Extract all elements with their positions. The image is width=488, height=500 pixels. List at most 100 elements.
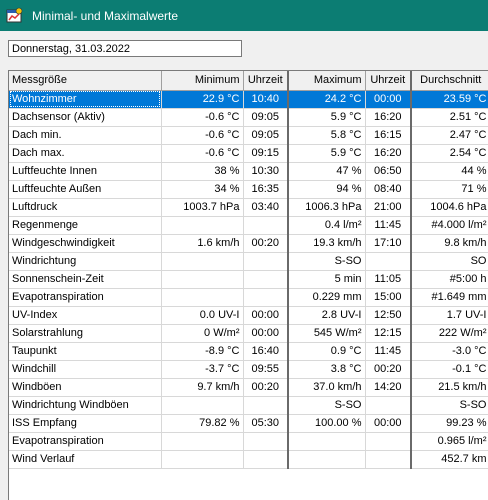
cell-max-time: 12:50 [365, 306, 412, 325]
table-row[interactable]: Sonnenschein-Zeit 5 min 11:05 #5:00 h [9, 270, 488, 289]
cell-maximum [288, 432, 366, 451]
table-row[interactable]: Windrichtung S-SO SO [9, 252, 488, 271]
table-row[interactable]: Windrichtung Windböen S-SO S-SO [9, 396, 488, 415]
cell-messgroesse: Dach min. [9, 126, 162, 145]
cell-durchschnitt: -0.1 °C [411, 360, 488, 379]
column-header-min-time[interactable]: Uhrzeit [243, 71, 289, 91]
cell-max-time: 16:15 [365, 126, 412, 145]
cell-min-time [243, 450, 289, 469]
table-row[interactable]: ISS Empfang 79.82 % 05:30 100.00 % 00:00 99.2… [9, 414, 488, 433]
cell-messgroesse: Windrichtung Windböen [9, 396, 162, 415]
table-row[interactable]: Evapotranspiration 0.965 l/m² [9, 432, 488, 451]
cell-durchschnitt: 1004.6 hPa [411, 198, 488, 217]
table-row[interactable]: Windgeschwindigkeit 1.6 km/h 00:20 19.3 km/… [9, 234, 488, 253]
cell-maximum: 94 % [288, 180, 366, 199]
cell-max-time: 15:00 [365, 288, 412, 307]
cell-messgroesse: Luftfeuchte Innen [9, 162, 162, 181]
table-row[interactable]: Dach min. -0.6 °C 09:05 5.8 °C 16:15 2.47 °C [9, 126, 488, 145]
cell-min-time: 09:55 [243, 360, 289, 379]
cell-durchschnitt: 2.51 °C [411, 108, 488, 127]
cell-max-time: 00:00 [365, 414, 412, 433]
cell-maximum: 5.9 °C [288, 144, 366, 163]
window-title: Minimal- und Maximalwerte [32, 8, 179, 23]
cell-max-time: 17:10 [365, 234, 412, 253]
cell-minimum: 1.6 km/h [161, 234, 244, 253]
cell-messgroesse: Evapotranspiration [9, 432, 162, 451]
title-bar[interactable]: Minimal- und Maximalwerte [0, 0, 488, 31]
cell-durchschnitt: 99.23 % [411, 414, 488, 433]
cell-durchschnitt: 452.7 km [411, 450, 488, 469]
cell-durchschnitt: 1.7 UV-I [411, 306, 488, 325]
cell-maximum: 5.8 °C [288, 126, 366, 145]
cell-durchschnitt: 2.54 °C [411, 144, 488, 163]
cell-durchschnitt: 21.5 km/h [411, 378, 488, 397]
table-row[interactable]: Solarstrahlung 0 W/m² 00:00 545 W/m² 12:15 22… [9, 324, 488, 343]
cell-max-time [365, 450, 412, 469]
cell-min-time [243, 288, 289, 307]
app-window-icon[interactable] [6, 7, 23, 24]
cell-minimum: 9.7 km/h [161, 378, 244, 397]
table-row[interactable]: Taupunkt -8.9 °C 16:40 0.9 °C 11:45 -3.0 °C [9, 342, 488, 361]
cell-min-time [243, 396, 289, 415]
cell-maximum: 47 % [288, 162, 366, 181]
cell-maximum: 0.229 mm [288, 288, 366, 307]
cell-max-time: 11:45 [365, 342, 412, 361]
cell-minimum: -0.6 °C [161, 108, 244, 127]
table-row[interactable]: Luftfeuchte Außen 34 % 16:35 94 % 08:40 71 % [9, 180, 488, 199]
cell-min-time: 03:40 [243, 198, 289, 217]
table-row[interactable]: Windböen 9.7 km/h 00:20 37.0 km/h 14:20 21.5 … [9, 378, 488, 397]
cell-messgroesse: Taupunkt [9, 342, 162, 361]
cell-minimum: 0.0 UV-I [161, 306, 244, 325]
cell-maximum: 5 min [288, 270, 366, 289]
cell-durchschnitt: 2.47 °C [411, 126, 488, 145]
cell-durchschnitt: -3.0 °C [411, 342, 488, 361]
cell-maximum: 545 W/m² [288, 324, 366, 343]
cell-min-time [243, 432, 289, 451]
cell-minimum: 34 % [161, 180, 244, 199]
table-row[interactable]: Wohnzimmer 22.9 °C 10:40 24.2 °C 00:00 23.59 … [9, 90, 488, 109]
cell-maximum: 0.9 °C [288, 342, 366, 361]
table-row[interactable]: Luftdruck 1003.7 hPa 03:40 1006.3 hPa 21:00 1… [9, 198, 488, 217]
cell-messgroesse: Evapotranspiration [9, 288, 162, 307]
cell-min-time: 16:35 [243, 180, 289, 199]
cell-max-time: 00:20 [365, 360, 412, 379]
cell-min-time [243, 270, 289, 289]
cell-max-time: 16:20 [365, 108, 412, 127]
cell-min-time: 05:30 [243, 414, 289, 433]
table-row[interactable]: Wind Verlauf 452.7 km [9, 450, 488, 469]
table-row[interactable]: Dachsensor (Aktiv) -0.6 °C 09:05 5.9 °C 16:2… [9, 108, 488, 127]
cell-min-time: 09:05 [243, 108, 289, 127]
cell-max-time: 06:50 [365, 162, 412, 181]
cell-messgroesse: Dach max. [9, 144, 162, 163]
table-row[interactable]: Dach max. -0.6 °C 09:15 5.9 °C 16:20 2.54 °C [9, 144, 488, 163]
cell-minimum [161, 252, 244, 271]
column-header-minimum[interactable]: Minimum [161, 71, 244, 91]
cell-durchschnitt: #5:00 h [411, 270, 488, 289]
cell-maximum: 5.9 °C [288, 108, 366, 127]
column-header-max-time[interactable]: Uhrzeit [365, 71, 412, 91]
cell-messgroesse: Windrichtung [9, 252, 162, 271]
table-row[interactable]: Luftfeuchte Innen 38 % 10:30 47 % 06:50 44 % [9, 162, 488, 181]
cell-maximum: S-SO [288, 252, 366, 271]
cell-minimum [161, 216, 244, 235]
table-row[interactable]: Regenmenge 0.4 l/m² 11:45 #4.000 l/m² [9, 216, 488, 235]
cell-durchschnitt: 9.8 km/h [411, 234, 488, 253]
cell-maximum: 1006.3 hPa [288, 198, 366, 217]
cell-minimum: 79.82 % [161, 414, 244, 433]
cell-messgroesse: Dachsensor (Aktiv) [9, 108, 162, 127]
cell-max-time: 00:00 [365, 90, 412, 109]
table-row[interactable]: Windchill -3.7 °C 09:55 3.8 °C 00:20 -0.1 °C [9, 360, 488, 379]
table-row[interactable]: UV-Index 0.0 UV-I 00:00 2.8 UV-I 12:50 1.7 UV… [9, 306, 488, 325]
column-header-maximum[interactable]: Maximum [288, 71, 366, 91]
cell-max-time [365, 432, 412, 451]
cell-max-time: 16:20 [365, 144, 412, 163]
date-field[interactable]: Donnerstag, 31.03.2022 [8, 40, 242, 57]
table-row[interactable]: Evapotranspiration 0.229 mm 15:00 #1.649 mm [9, 288, 488, 307]
cell-minimum: 38 % [161, 162, 244, 181]
cell-max-time: 11:05 [365, 270, 412, 289]
column-header-durchschnitt[interactable]: Durchschnitt [411, 71, 488, 91]
cell-durchschnitt: 71 % [411, 180, 488, 199]
column-header-messgroesse[interactable]: Messgröße [9, 71, 162, 91]
cell-messgroesse: Windchill [9, 360, 162, 379]
cell-maximum: 24.2 °C [288, 90, 366, 109]
